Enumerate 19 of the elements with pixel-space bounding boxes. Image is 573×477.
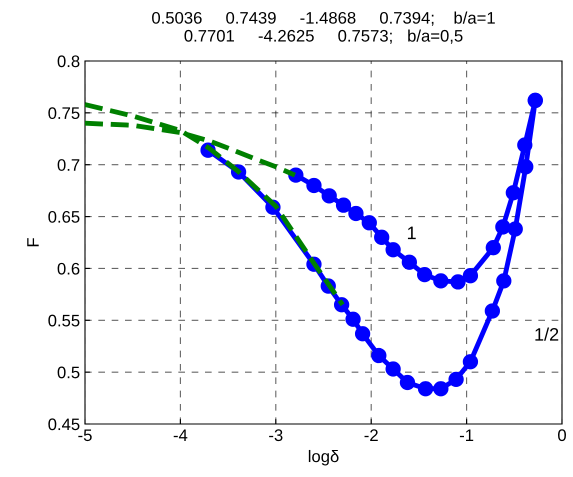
x-tick-label: -2 bbox=[364, 429, 378, 441]
y-tick-label: 0.75 bbox=[48, 107, 80, 120]
y-tick-label: 0.55 bbox=[48, 314, 80, 326]
y-tick-label: 0.7 bbox=[58, 159, 80, 171]
y-tick-label: 0.45 bbox=[48, 418, 80, 430]
x-tick-label: -4 bbox=[174, 429, 188, 441]
text: 1/2 bbox=[535, 328, 558, 341]
y-axis-title: F bbox=[27, 238, 39, 246]
x-tick-label: 0 bbox=[558, 429, 566, 442]
x-tick-label: -1 bbox=[460, 429, 474, 441]
x-tick-label: -3 bbox=[269, 429, 282, 442]
y-tick-label: 0.5 bbox=[58, 366, 80, 378]
x-axis-title: logδ bbox=[308, 450, 339, 466]
y-tick-label: 0.65 bbox=[48, 210, 80, 223]
chart-title: 0.5036 0.7439 -1.4868 0.7394; b/a=1 0.7701 -4.2625 0.7573; b/a=0,5 bbox=[152, 12, 495, 44]
y-tick-label: 0.6 bbox=[58, 262, 80, 275]
x-tick-label: -5 bbox=[78, 429, 92, 442]
series-label: 1 bbox=[408, 226, 416, 240]
y-tick-label: 0.8 bbox=[58, 55, 80, 68]
